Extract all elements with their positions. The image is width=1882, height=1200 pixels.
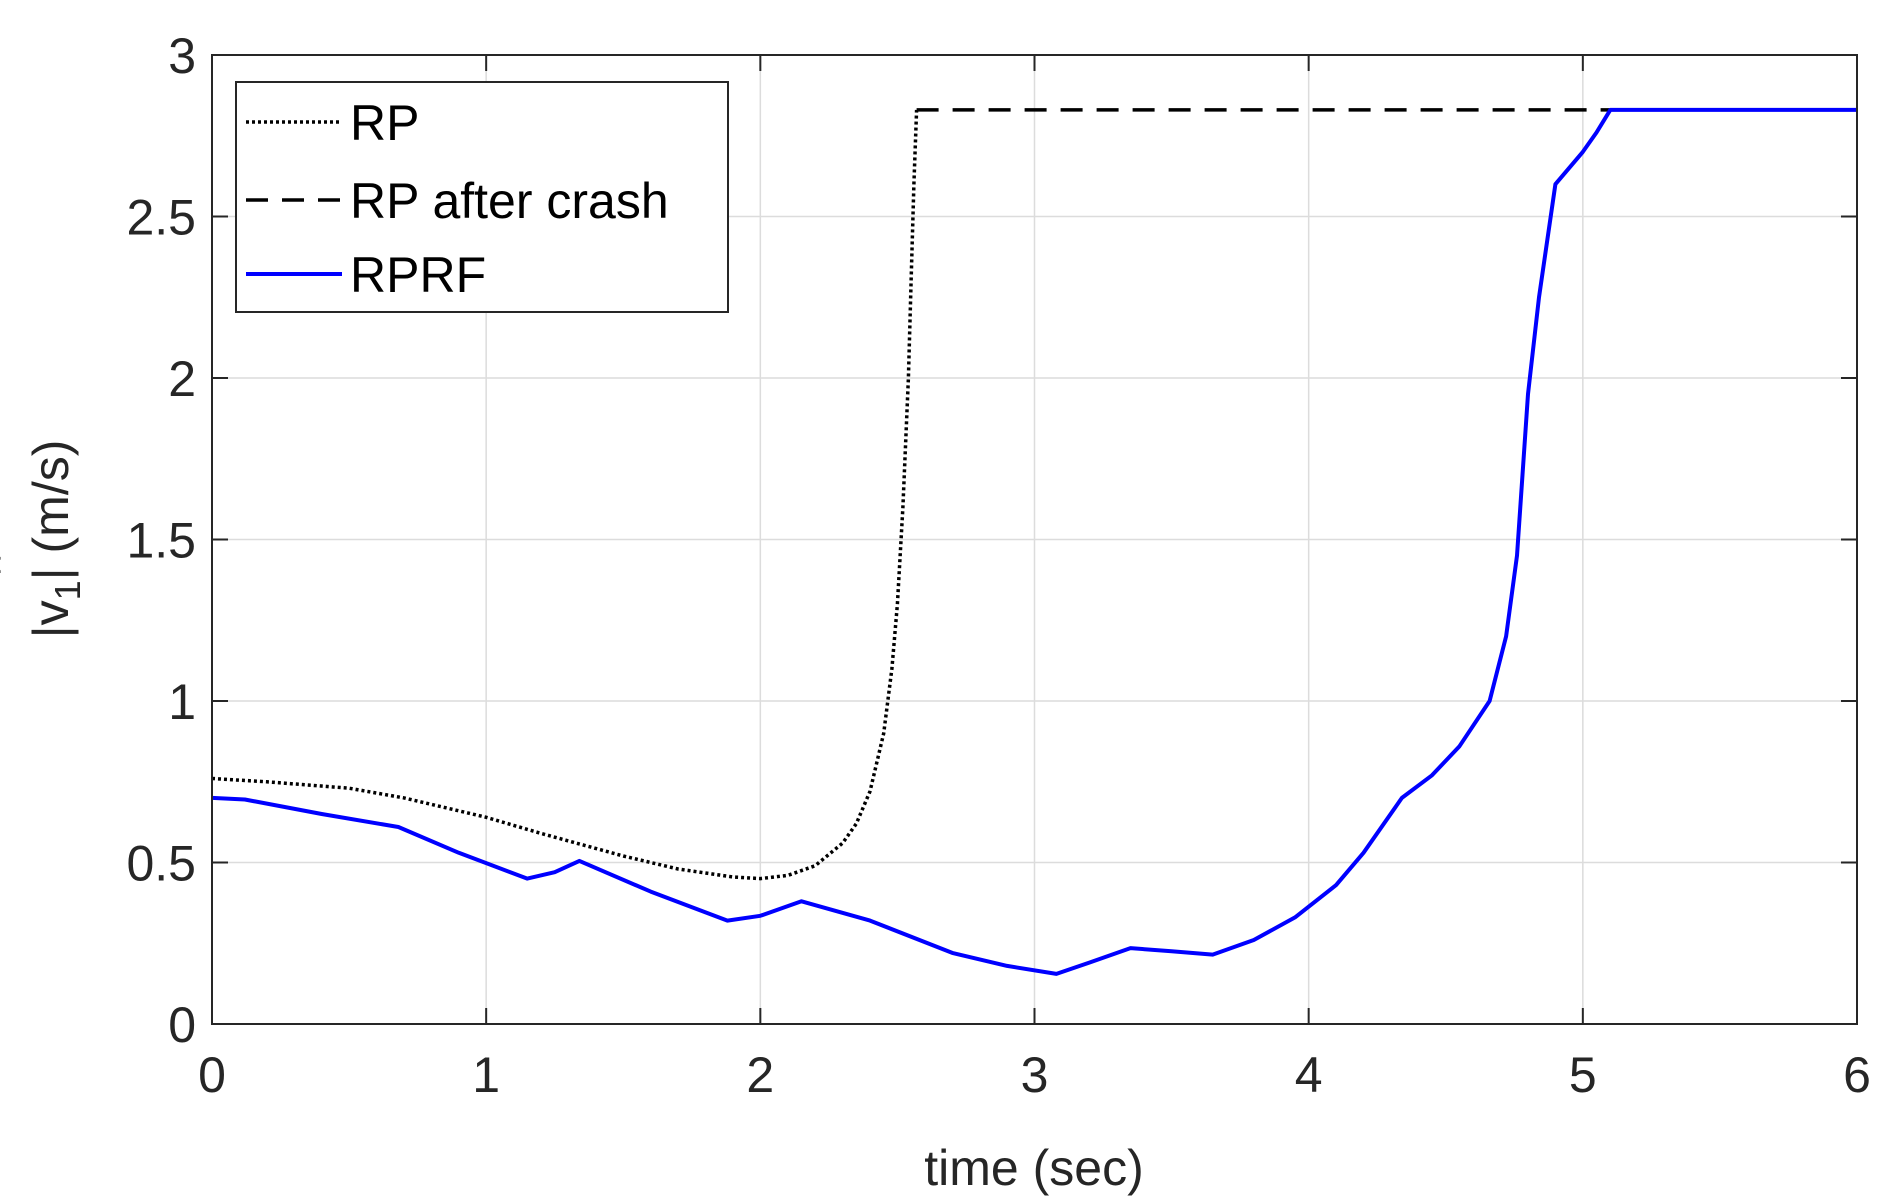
y-tick-label: 1.5: [126, 513, 196, 569]
y-tick-labels: 0 0.5 1 1.5 2 2.5 3: [126, 28, 196, 1053]
y-axis-label-pre: |v: [23, 600, 79, 638]
x-tick-labels: 0 1 2 3 4 5 6: [198, 1047, 1871, 1103]
svg-text:|v1| (m/s): |v1| (m/s): [23, 440, 88, 639]
y-axis-label-sub: 1: [47, 580, 88, 600]
x-tick-label: 2: [746, 1047, 774, 1103]
x-tick-label: 3: [1021, 1047, 1049, 1103]
y-tick-label: 1: [168, 674, 196, 730]
x-tick-label: 1: [472, 1047, 500, 1103]
plot-lines: [211, 107, 1857, 976]
x-tick-label: 6: [1843, 1047, 1871, 1103]
legend-label-rp: RP: [350, 95, 419, 151]
plot-frame: [211, 54, 1858, 1025]
y-tick-label: 3: [168, 28, 196, 84]
y-axis-label-hat: ˆ: [0, 556, 41, 573]
y-tick-label: 2.5: [126, 190, 196, 246]
x-tick-label: 4: [1295, 1047, 1323, 1103]
y-axis-label: |v1| (m/s) ˆ: [0, 440, 88, 639]
legend-label-rprf: RPRF: [350, 247, 486, 303]
y-axis-label-post: | (m/s): [23, 440, 79, 581]
x-tick-label: 0: [198, 1047, 226, 1103]
rp-line: [211, 109, 919, 881]
legend-label-rp-after-crash: RP after crash: [350, 173, 669, 229]
legend: RP RP after crash RPRF: [235, 81, 729, 313]
x-axis-label: time (sec): [924, 1140, 1143, 1196]
y-tick-label: 0: [168, 997, 196, 1053]
y-tick-label: 2: [168, 351, 196, 407]
rprf-line: [211, 107, 1857, 976]
x-tick-label: 5: [1569, 1047, 1597, 1103]
y-tick-label: 0.5: [126, 836, 196, 892]
